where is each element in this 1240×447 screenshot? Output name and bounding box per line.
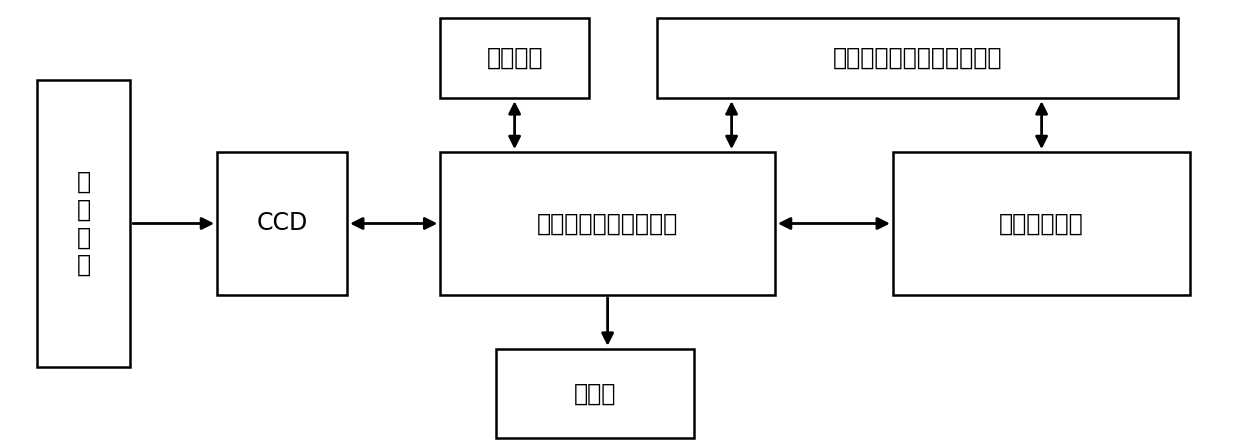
Bar (440, 152, 775, 295)
Text: 数据采集系统: 数据采集系统 (999, 211, 1084, 236)
Text: 控制计算机数据存储与处理: 控制计算机数据存储与处理 (833, 46, 1002, 70)
Text: CCD: CCD (257, 211, 308, 236)
Bar (217, 152, 347, 295)
Text: 供电电源: 供电电源 (486, 46, 543, 70)
Bar (893, 152, 1190, 295)
Text: 均
匀
光
源: 均 匀 光 源 (77, 170, 91, 277)
Bar (657, 18, 1178, 98)
Bar (37, 80, 130, 367)
Text: 测试电路板或成像系统: 测试电路板或成像系统 (537, 211, 678, 236)
Bar (496, 349, 694, 438)
Text: 示波器: 示波器 (574, 381, 616, 405)
Bar (440, 18, 589, 98)
